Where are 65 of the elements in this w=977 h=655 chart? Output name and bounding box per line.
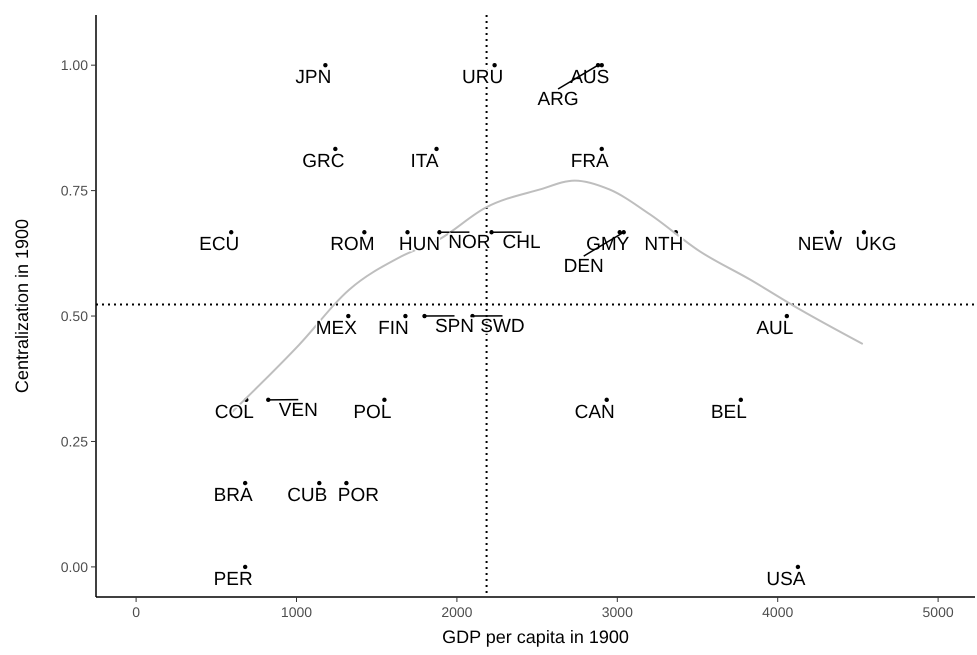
point — [862, 230, 866, 234]
y-tick-label: 0.00 — [60, 558, 88, 575]
point — [317, 480, 322, 486]
x-tick-label: 4000 — [762, 604, 794, 620]
x-tick-label: 3000 — [602, 604, 634, 620]
annotation: USA — [766, 568, 806, 590]
x-tick-label: 5000 — [922, 604, 954, 620]
point — [362, 230, 367, 234]
point — [738, 398, 744, 402]
annotation: AUL — [756, 318, 794, 340]
annotation: CAN — [574, 402, 615, 423]
annotation: COL — [214, 402, 254, 423]
annotation: FRA — [570, 150, 610, 172]
annotation: BRA — [214, 485, 254, 506]
point — [830, 230, 834, 234]
annotation: DEN — [564, 256, 604, 278]
point — [492, 62, 497, 68]
annotation: SPN — [434, 316, 474, 338]
annotation: BEL — [710, 402, 747, 423]
annotation: SWD — [480, 316, 525, 338]
y-tick-label: 1.00 — [60, 57, 88, 74]
point — [405, 230, 410, 234]
annotation: NOR — [448, 232, 491, 254]
annotation: ROM — [330, 234, 375, 256]
y-tick-label: 0.75 — [60, 182, 88, 199]
point — [796, 564, 800, 570]
y-axis-title: Centralization in 1900 — [12, 218, 32, 394]
annotation: MEX — [316, 318, 358, 340]
annotation: GRC — [302, 150, 344, 172]
x-tick-label: 2000 — [441, 604, 473, 620]
point — [323, 62, 328, 68]
annotation: JPN — [295, 67, 332, 88]
point — [434, 146, 439, 152]
annotation: CHL — [502, 232, 541, 254]
annotation: VEN — [278, 400, 318, 421]
x-tick-label: 1000 — [280, 604, 312, 620]
point — [600, 146, 604, 152]
annotation: ECU — [199, 234, 240, 256]
x-tick-label: 0 — [132, 604, 140, 620]
annotation: ARG — [537, 89, 579, 110]
y-tick-label: 0.25 — [60, 433, 88, 450]
point — [382, 398, 387, 402]
annotation: NEW — [798, 234, 842, 256]
x-axis-title: GDP per capita in 1900 — [442, 627, 629, 647]
point — [242, 480, 248, 486]
annotation: ITA — [410, 150, 439, 172]
point — [333, 146, 338, 152]
annotation: POR — [338, 485, 379, 506]
point — [403, 314, 408, 318]
point — [346, 314, 351, 318]
annotation: PER — [214, 568, 253, 590]
point — [229, 230, 234, 234]
annotation: FIN — [378, 318, 409, 340]
point — [600, 62, 604, 68]
point — [604, 398, 609, 402]
annotation: NTH — [644, 234, 684, 256]
annotation: URU — [462, 67, 504, 88]
annotation: HUN — [398, 234, 440, 256]
annotation: UKG — [855, 234, 897, 256]
annotation: CUB — [287, 485, 328, 506]
annotation: POL — [353, 402, 392, 423]
point — [784, 314, 790, 318]
point — [242, 564, 248, 570]
point — [344, 480, 349, 486]
y-tick-label: 0.50 — [60, 308, 88, 324]
